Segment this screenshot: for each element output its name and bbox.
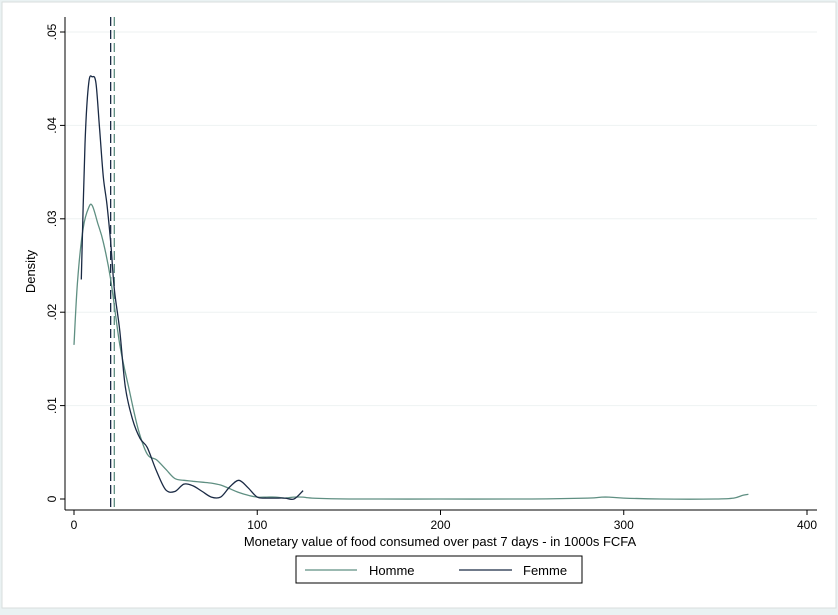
axes: 0 .01 .02 .03 .04 .05 0 100 200 300 400: [45, 17, 817, 532]
x-tick-label-3: 300: [614, 518, 634, 532]
y-tick-label-1: .01: [45, 397, 59, 414]
series-line-homme: [73, 203, 749, 500]
legend-label-femme: Femme: [523, 563, 567, 578]
x-tick-label-2: 200: [430, 518, 450, 532]
y-tick-label-2: .02: [45, 304, 59, 321]
y-tick-label-5: .05: [45, 23, 59, 40]
legend: Homme Femme: [295, 555, 583, 584]
plot-area: [65, 17, 817, 510]
x-tick-label-1: 100: [247, 518, 267, 532]
reference-lines: [110, 17, 115, 510]
legend-label-homme: Homme: [369, 563, 415, 578]
series-line-femme: [80, 75, 304, 501]
x-axis-label: Monetary value of food consumed over pas…: [244, 534, 637, 549]
y-tick-label-0: 0: [45, 495, 59, 502]
y-tick-label-3: .03: [45, 210, 59, 227]
y-axis-label: Density: [23, 249, 38, 293]
series-lines: [73, 75, 749, 501]
x-tick-label-4: 400: [797, 518, 817, 532]
gridlines: [65, 31, 817, 407]
y-tick-label-4: .04: [45, 117, 59, 134]
x-tick-label-0: 0: [71, 518, 78, 532]
